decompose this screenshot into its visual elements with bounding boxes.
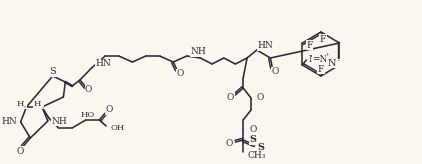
Text: ,: , [24, 101, 27, 109]
Text: O: O [249, 125, 257, 134]
Text: H: H [16, 100, 24, 108]
Text: O: O [257, 93, 264, 102]
Text: ⁺: ⁺ [326, 53, 330, 62]
Text: HO: HO [80, 111, 95, 119]
Text: =N: =N [312, 54, 327, 63]
Text: F: F [330, 59, 336, 68]
Text: NH: NH [52, 116, 68, 125]
Text: O: O [176, 70, 184, 79]
Text: O: O [106, 105, 113, 114]
Text: F: F [306, 41, 312, 50]
Text: CH₃: CH₃ [247, 152, 265, 161]
Text: O: O [85, 85, 92, 94]
Text: ,: , [41, 101, 44, 109]
Text: HN: HN [1, 117, 17, 126]
Text: F: F [318, 64, 324, 73]
Text: NH: NH [191, 48, 206, 57]
Text: HN: HN [95, 60, 111, 69]
Text: H: H [34, 100, 41, 108]
Text: N: N [309, 55, 317, 64]
Text: N: N [327, 59, 336, 68]
Text: O: O [227, 92, 234, 102]
Text: F: F [320, 34, 326, 43]
Text: S: S [49, 68, 56, 76]
Text: ⁻: ⁻ [336, 60, 340, 68]
Text: OH: OH [110, 124, 124, 132]
Text: S: S [249, 135, 256, 144]
Text: O: O [17, 146, 24, 155]
Text: O: O [272, 68, 279, 76]
Text: HN: HN [258, 41, 273, 51]
Text: O: O [226, 139, 233, 147]
Text: S: S [257, 144, 264, 153]
